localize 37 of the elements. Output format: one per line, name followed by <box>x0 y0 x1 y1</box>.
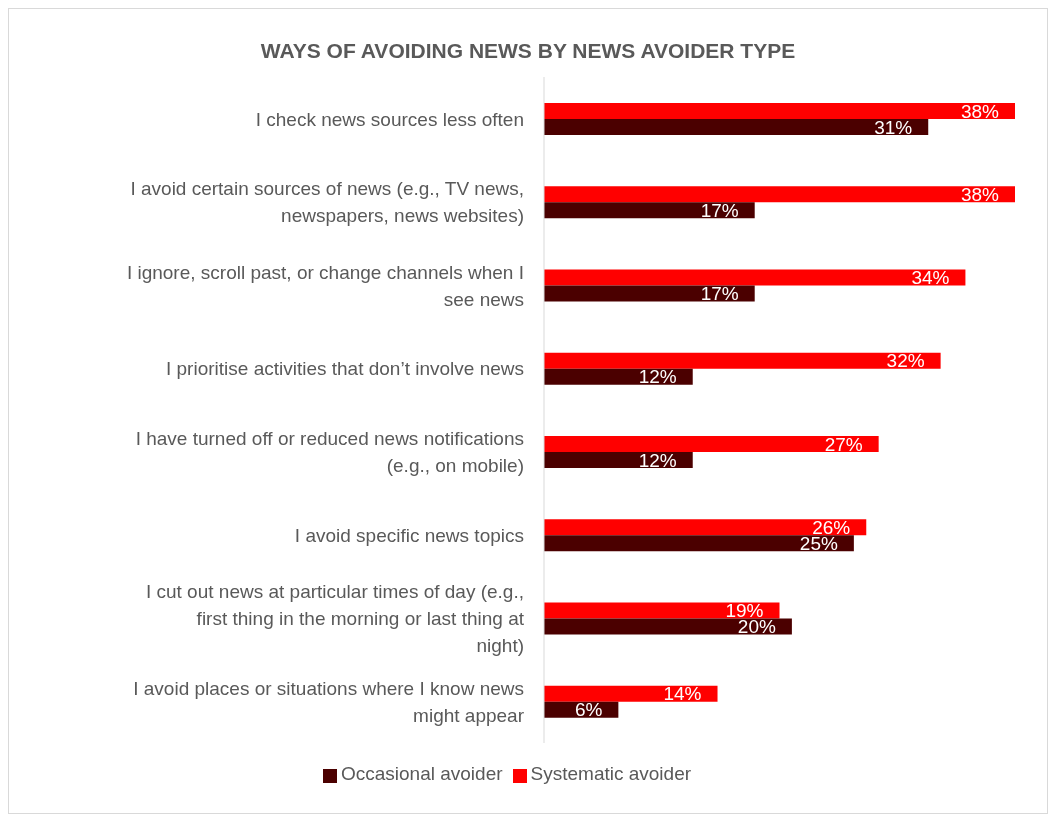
legend-label: Systematic avoider <box>530 763 692 784</box>
data-label: 38% <box>960 183 1000 205</box>
bar <box>544 436 879 452</box>
bar <box>544 103 1015 119</box>
y-tick-label: I avoid places or situations where I know news might appear <box>133 677 525 726</box>
data-label: 34% <box>911 267 950 288</box>
bar <box>544 285 755 302</box>
legend-label: Occasional avoider <box>340 763 503 784</box>
bar <box>544 202 755 219</box>
y-tick-label: I ignore, scroll past, or change channels when I see news <box>126 261 524 310</box>
bar <box>544 519 867 536</box>
y-tick-label: I avoid certain sources of news (e.g., TV news, newspapers, news websites) <box>130 177 524 226</box>
data-label: 26% <box>812 516 851 538</box>
data-label: 14% <box>663 683 702 705</box>
data-label: 6% <box>574 699 603 721</box>
data-label: 38% <box>960 100 1000 122</box>
y-tick-label: I avoid specific news topics <box>294 524 524 546</box>
bar <box>544 685 718 702</box>
data-label: 31% <box>874 116 913 138</box>
chart-title: WAYS OF AVOIDING NEWS BY NEWS AVOIDER TYPE <box>259 38 797 64</box>
data-label: 17% <box>700 283 739 304</box>
bar <box>544 618 792 635</box>
data-label: 12% <box>638 449 677 471</box>
y-tick-label: I check news sources less often <box>255 108 524 130</box>
data-label: 32% <box>886 350 925 372</box>
bar <box>544 535 854 552</box>
data-label: 27% <box>824 433 863 455</box>
bar <box>544 269 966 286</box>
bar <box>544 602 780 619</box>
data-label: 17% <box>700 199 739 221</box>
y-tick-label: I have turned off or reduced news notifications (e.g., on mobile) <box>135 427 524 476</box>
bar <box>544 186 1015 203</box>
y-tick-label: I prioritise activities that don’t involve news <box>166 357 524 379</box>
y-tick-label: I cut out news at particular times of day (e.g., first thing in the morning or last thing at night) <box>145 580 525 656</box>
bar <box>544 352 941 369</box>
data-label: 12% <box>638 366 677 388</box>
bar <box>544 119 929 135</box>
